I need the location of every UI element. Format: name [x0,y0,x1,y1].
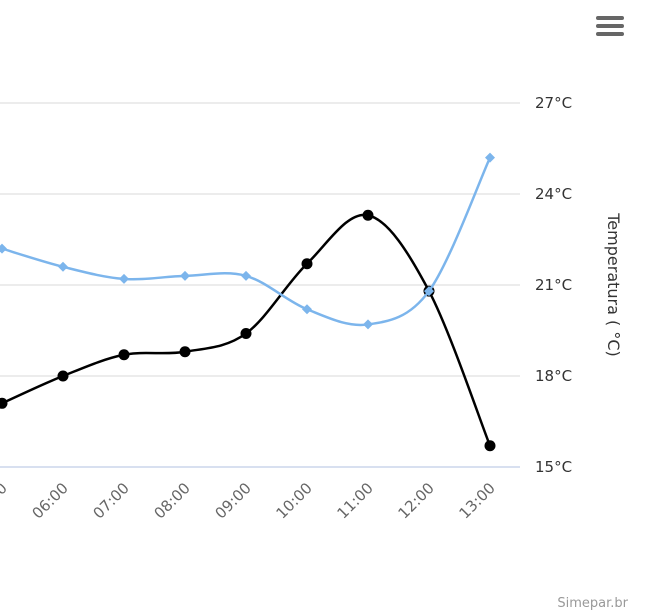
x-tick-label: 06:00 [29,479,72,522]
series-line [1,157,492,327]
x-tick-label: 08:00 [151,479,194,522]
menu-bar [596,16,624,20]
point-marker [0,243,7,254]
credits[interactable]: Simepar.br [557,596,628,611]
point-marker [180,270,190,281]
y-tick-label: 21°C [535,276,572,294]
x-tick-label: 05:00 [0,479,11,522]
point-marker [57,370,69,382]
y-axis-title: Temperatura ( °C) [604,212,623,357]
point-marker [302,304,312,315]
y-tick-label: 18°C [535,367,572,385]
point-marker [484,440,496,452]
point-marker [362,209,374,221]
x-tick-label: 10:00 [273,479,316,522]
point-marker [58,261,68,272]
point-marker [0,397,8,409]
point-marker [241,270,251,281]
point-marker [118,349,130,361]
menu-button[interactable] [596,16,624,36]
menu-bar [596,24,624,28]
point-marker [485,152,495,163]
x-tick-label: 12:00 [395,479,438,522]
point-marker [240,328,252,340]
x-tick-label: 11:00 [334,479,377,522]
x-tick-label: 07:00 [90,479,133,522]
point-marker [363,319,373,330]
point-marker [424,286,434,297]
y-tick-label: 27°C [535,94,572,112]
point-marker [119,273,129,284]
point-marker [301,258,313,270]
x-tick-label: 09:00 [212,479,255,522]
x-tick-label: 13:00 [456,479,499,522]
y-tick-label: 24°C [535,185,572,203]
y-tick-label: 15°C [535,458,572,476]
menu-bar [596,32,624,36]
point-marker [179,346,191,358]
